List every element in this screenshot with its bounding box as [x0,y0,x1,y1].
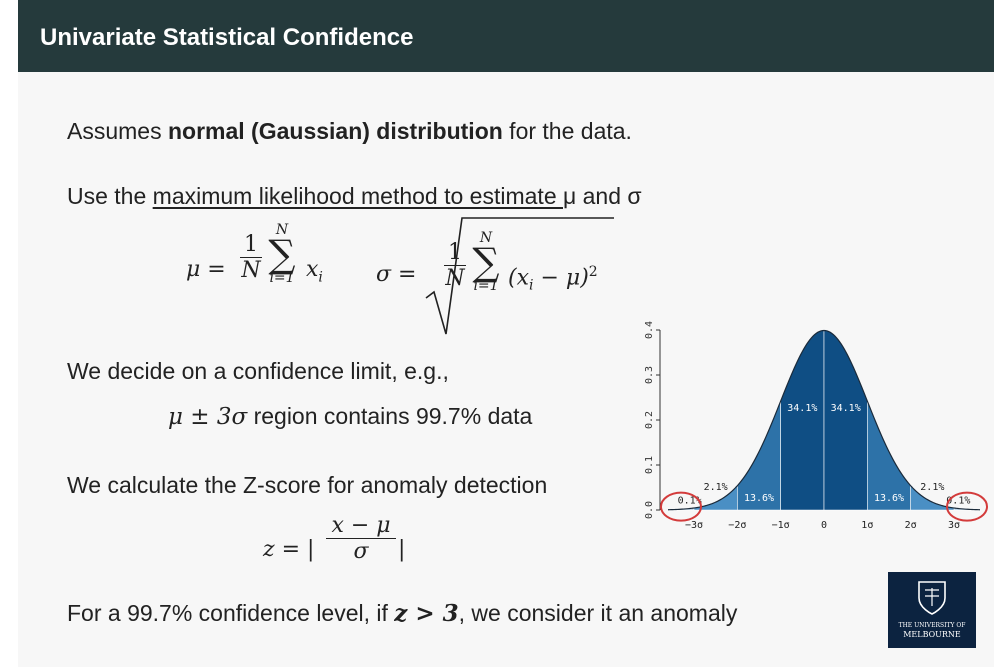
tail-label: 0.1% [678,495,702,506]
superscript: 2 [588,264,598,280]
z-rhs: | [398,537,406,562]
sigma-symbol: ∑ [472,240,500,284]
band-label: 13.6% [874,493,904,504]
subscript: i [529,277,534,294]
denominator: N [241,258,261,283]
highlight-right [946,491,988,522]
bullet-confidence: We decide on a confidence limit, e.g., [67,358,449,384]
fraction: x − μ σ [326,513,396,564]
logo-line2: MELBOURNE [903,630,961,639]
math-expr: z > 3 [394,600,459,627]
x-tick-label: −1σ [772,520,790,531]
subscript: i [318,269,323,286]
summation: N ∑ i=1 [466,230,506,294]
bullet-mle: Use the maximum likelihood method to est… [67,183,642,210]
y-tick-label: 0.1 [644,456,655,474]
y-tick-label: 0.2 [644,411,655,429]
bullet-anomaly: For a 99.7% confidence level, if z > 3, … [67,600,737,627]
sum-upper: N [479,230,493,246]
x-tick-label: 0 [821,520,827,531]
y-tick-label: 0.4 [644,321,655,339]
confidence-region: μ ± 3σ region contains 99.7% data [168,403,532,430]
x-tick-label: 2σ [905,520,917,531]
text: for the data. [502,118,632,144]
slide-title: Univariate Statistical Confidence [40,24,414,51]
fraction: 1 N [240,232,262,283]
text: μ and σ [563,183,642,209]
sum-lower: i=1 [269,270,295,286]
term-open: (x [508,265,529,291]
sum-lower: i=1 [473,278,499,294]
bullet-zscore: We calculate the Z-score for anomaly det… [67,472,548,498]
x-i: xi [306,257,323,285]
band-label: 13.6% [744,493,774,504]
normal-distribution-chart: 0.0 0.1 0.2 0.3 0.4 −3σ −2σ −1σ 0 1σ 2σ 3σ 2.1% 13.6%… [644,321,988,531]
underlined-text: maximum likelihood method to estimate [152,183,563,209]
sigma-symbol: ∑ [268,232,296,276]
denominator: N [445,266,465,291]
band-2 [780,330,825,511]
tail-label: 0.1% [946,495,970,506]
sigma-lhs: σ = [376,262,417,287]
bullet-gaussian: Assumes normal (Gaussian) distribution f… [67,118,632,145]
crest-icon [918,581,946,615]
band-label: 2.1% [704,482,728,493]
x-tick-label: −2σ [728,520,746,531]
university-logo: THE UNIVERSITY OF MELBOURNE [888,572,976,648]
y-tick-label: 0.3 [644,366,655,384]
numerator: 1 [444,240,466,266]
x-tick-label: −3σ [685,520,703,531]
bold-text: normal (Gaussian) distribution [167,118,503,144]
logo-line1: THE UNIVERSITY OF [898,622,966,629]
highlight-left [660,491,702,522]
z-lhs: z = | [263,537,315,562]
density-curve [667,329,981,511]
numerator: x − μ [326,513,396,539]
text: Assumes [67,118,168,144]
text: Use the [67,183,153,209]
band-label: 2.1% [920,482,944,493]
numerator: 1 [240,232,262,258]
y-tick-label: 0.0 [644,501,655,519]
summation: N ∑ i=1 [262,222,302,286]
fraction: 1 N [444,240,466,291]
x-tick-label: 3σ [948,520,960,531]
sum-upper: N [275,222,289,238]
band-label: 34.1% [787,403,817,414]
text: , we consider it an anomaly [458,600,738,626]
sigma-term: (xi − μ)2 [508,264,598,294]
denominator: σ [353,539,369,564]
mu-lhs: μ = [186,257,226,282]
term-close: − μ) [533,265,589,291]
slide-header: Univariate Statistical Confidence [18,0,994,72]
x-var: x [306,257,319,282]
sqrt-icon [425,217,614,335]
band-3 [823,330,868,511]
text: region contains 99.7% data [247,403,533,429]
x-tick-label: 1σ [861,520,873,531]
text: For a 99.7% confidence level, if [67,600,395,626]
math-expr: μ ± 3σ [168,404,248,430]
band-label: 34.1% [831,403,861,414]
